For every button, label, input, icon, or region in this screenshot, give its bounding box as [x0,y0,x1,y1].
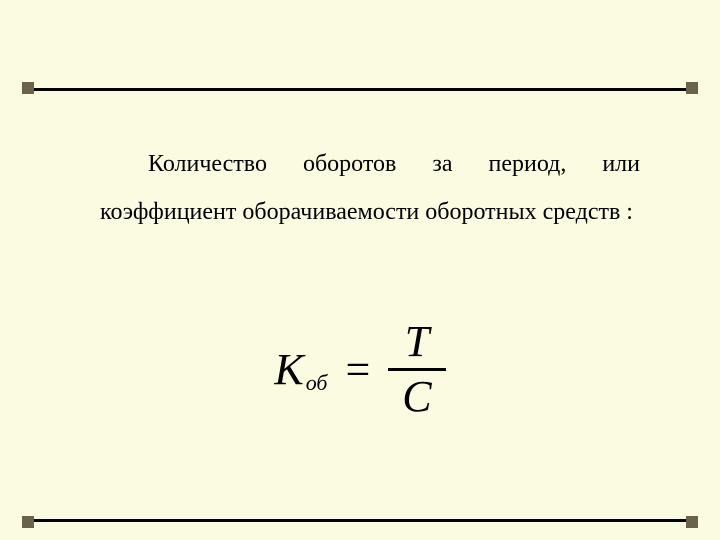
divider-top [28,88,692,91]
formula-fraction: T C [388,320,445,419]
corner-bottom-right-icon [686,516,698,528]
formula-equals: = [345,344,370,395]
formula-lhs: K об [274,344,327,395]
slide: Количество оборотов за период, или коэфф… [0,0,720,540]
corner-top-left-icon [22,82,34,94]
body-text: Количество оборотов за период, или коэфф… [100,140,640,236]
formula-inner: K об = T C [274,320,445,419]
formula-lhs-subscript: об [306,370,328,396]
corner-top-right-icon [686,82,698,94]
formula-lhs-main: K [274,344,303,395]
formula: K об = T C [0,320,720,419]
formula-denominator: C [388,375,445,419]
formula-numerator: T [391,320,443,364]
corner-bottom-left-icon [22,516,34,528]
fraction-bar-icon [388,368,445,371]
text-line-1: Количество оборотов за период, или [100,140,640,188]
text-line-2: коэффициент оборачиваемости оборотных ср… [100,188,640,236]
divider-bottom [28,519,692,522]
